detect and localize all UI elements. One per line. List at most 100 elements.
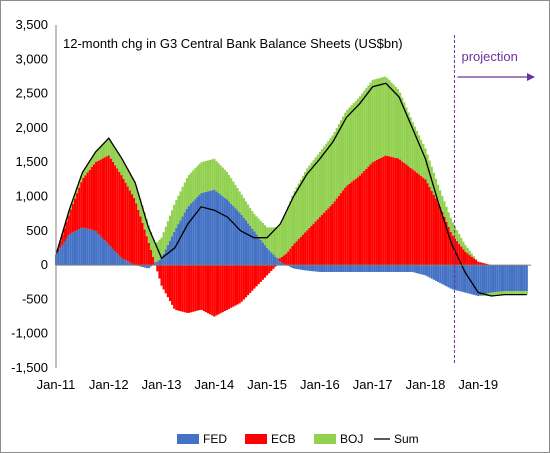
bar-boj	[513, 291, 516, 295]
bar-ecb	[392, 157, 395, 266]
bar-boj	[137, 192, 140, 210]
bar-fed	[78, 229, 81, 266]
bar-boj	[103, 142, 106, 158]
bar-boj	[369, 82, 372, 165]
y-tick-label: 2,000	[15, 120, 48, 135]
bar-ecb	[141, 222, 144, 266]
bar-ecb	[278, 258, 281, 262]
bar-fed	[225, 199, 229, 266]
bar-fed	[206, 191, 210, 266]
bar-boj	[73, 193, 77, 199]
bar-fed	[65, 238, 68, 266]
bar-boj	[183, 182, 186, 213]
bar-fed	[116, 253, 119, 266]
bar-ecb	[312, 223, 315, 266]
bar-fed	[156, 261, 159, 266]
bar-fed	[215, 191, 218, 266]
bar-fed	[299, 265, 302, 270]
bar-ecb	[211, 265, 214, 316]
bar-ecb	[135, 203, 138, 266]
bar-boj	[213, 158, 216, 190]
x-tick-label: Jan-12	[89, 377, 129, 392]
bar-boj	[139, 199, 142, 217]
bar-boj	[251, 211, 254, 229]
bar-ecb	[301, 234, 305, 266]
bar-ecb	[242, 265, 245, 300]
bar-ecb	[323, 212, 326, 266]
bar-boj	[230, 178, 233, 204]
bar-fed	[118, 255, 121, 266]
bar-fed	[261, 242, 264, 266]
bar-boj	[90, 157, 93, 168]
bar-fed	[236, 210, 239, 266]
bar-boj	[152, 238, 155, 257]
bar-boj	[234, 184, 237, 209]
bar-boj	[149, 232, 153, 251]
bar-fed	[130, 263, 134, 266]
bar-ecb	[240, 265, 243, 302]
bar-boj	[310, 162, 313, 226]
bar-ecb	[230, 265, 233, 308]
bar-ecb	[234, 265, 237, 306]
bar-fed	[464, 265, 467, 293]
bar-ecb	[291, 245, 294, 266]
bar-boj	[447, 212, 450, 227]
bar-fed	[145, 265, 148, 269]
bar-boj	[392, 84, 395, 158]
bar-boj	[268, 227, 271, 251]
y-tick-label: -1,000	[11, 326, 48, 341]
bar-fed	[510, 265, 514, 292]
bar-boj	[179, 191, 182, 221]
bar-fed	[213, 189, 216, 266]
bar-boj	[238, 191, 241, 213]
legend-label-fed: FED	[203, 432, 227, 446]
bar-boj	[253, 214, 256, 232]
bar-boj	[318, 151, 321, 218]
bar-ecb	[287, 251, 290, 266]
x-tick-label: Jan-17	[353, 377, 393, 392]
bar-fed	[122, 259, 125, 266]
bar-fed	[120, 257, 123, 266]
bar-fed	[369, 265, 372, 272]
bar-boj	[519, 291, 522, 295]
bar-boj	[375, 78, 378, 161]
bar-fed	[458, 265, 461, 292]
bar-fed	[390, 265, 393, 272]
projection-label: projection	[461, 49, 517, 64]
bar-fed	[352, 265, 355, 272]
bar-fed	[166, 245, 169, 266]
bar-fed	[97, 233, 100, 266]
legend-swatch-fed	[177, 434, 199, 444]
bar-boj	[118, 154, 121, 172]
bar-ecb	[97, 160, 100, 234]
bar-fed	[59, 248, 62, 266]
bar-boj	[225, 171, 229, 200]
bar-boj	[71, 199, 74, 205]
bar-fed	[101, 237, 104, 266]
bar-fed	[432, 265, 435, 280]
bar-boj	[521, 291, 524, 295]
bar-ecb	[181, 265, 184, 312]
bar-fed	[187, 205, 191, 266]
bar-boj	[394, 86, 397, 158]
bar-fed	[506, 265, 509, 292]
bar-ecb	[114, 165, 117, 252]
bar-boj	[122, 161, 125, 179]
bar-boj	[525, 291, 528, 295]
bar-fed	[114, 251, 117, 266]
bar-boj	[388, 80, 391, 157]
bar-boj	[424, 148, 427, 180]
bar-fed	[333, 265, 336, 272]
projection-arrow	[457, 73, 535, 81]
bar-fed	[392, 265, 395, 272]
bar-fed	[158, 259, 161, 266]
bar-ecb	[377, 158, 381, 266]
bar-ecb	[126, 186, 129, 262]
bar-ecb	[472, 258, 476, 266]
bar-boj	[312, 160, 315, 224]
bar-ecb	[371, 162, 374, 266]
bar-fed	[344, 265, 347, 272]
bar-ecb	[308, 228, 311, 266]
bar-ecb	[122, 178, 125, 260]
bar-fed	[73, 231, 77, 266]
